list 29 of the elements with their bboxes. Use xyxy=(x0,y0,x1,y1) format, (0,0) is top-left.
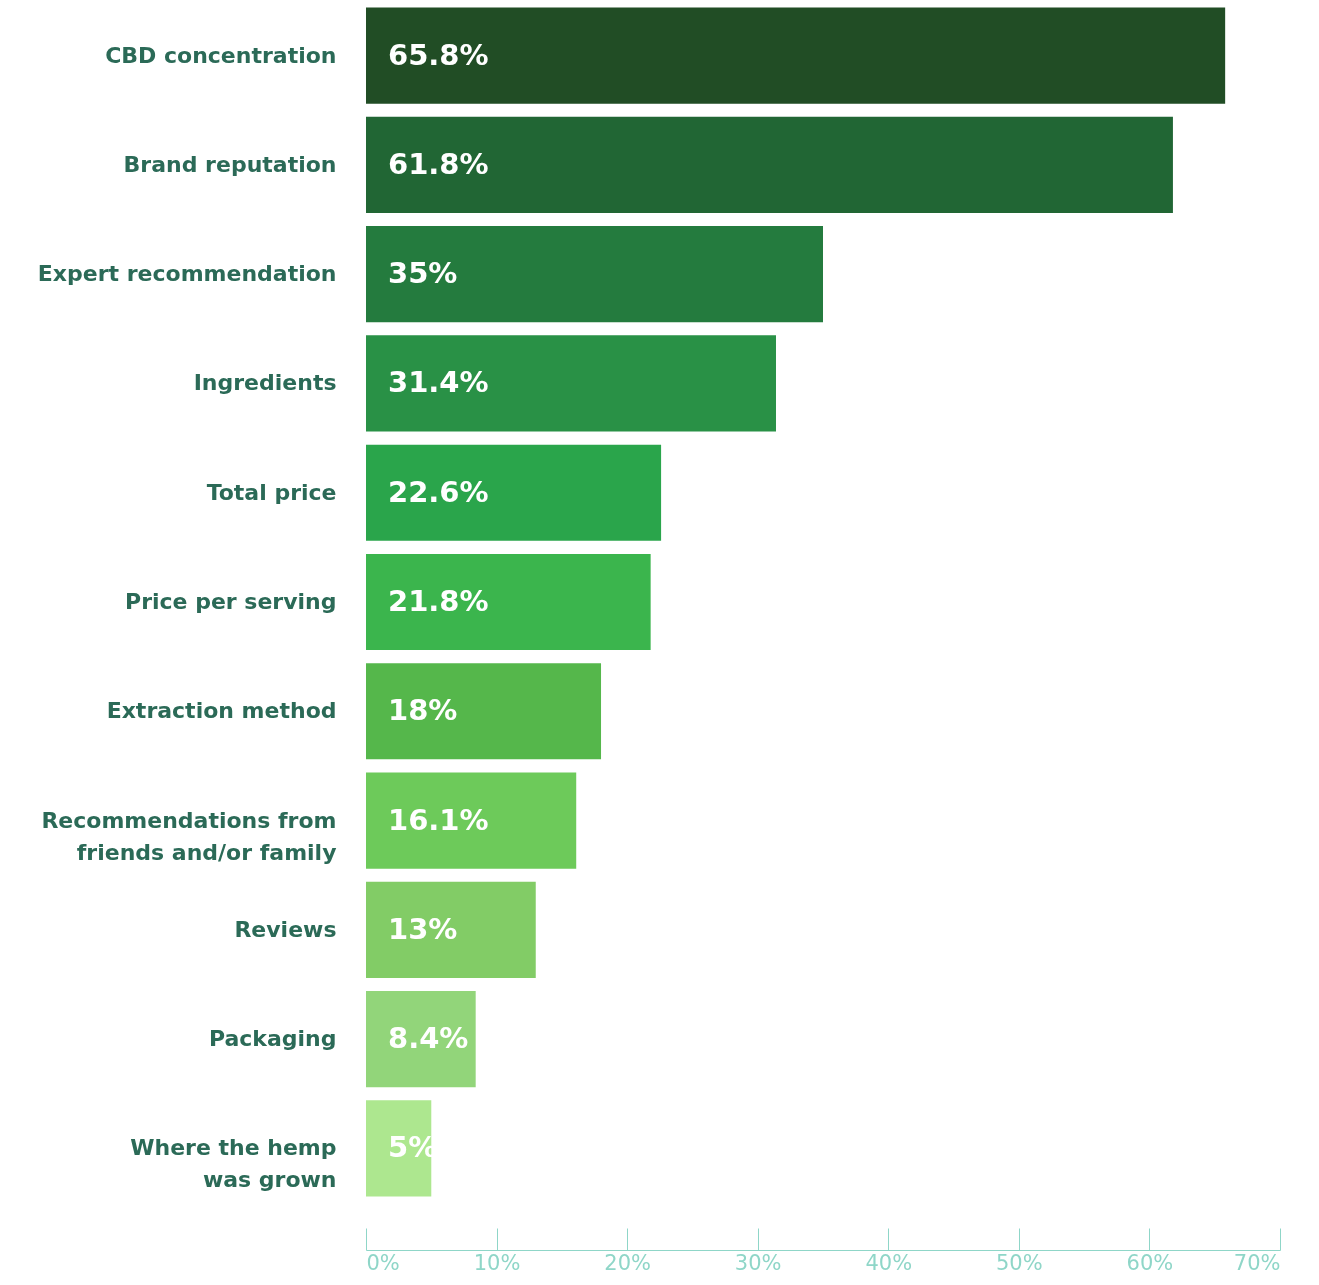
y-tick-label: Where the hemp was grown xyxy=(130,1135,337,1193)
data-label: 21.8% xyxy=(388,584,489,618)
y-tick-label: Reviews xyxy=(234,916,337,942)
x-tick-label: 50% xyxy=(996,1250,1043,1275)
y-tick-label: Packaging xyxy=(208,1026,337,1052)
y-tick-label: Brand reputation xyxy=(123,151,337,177)
x-tick-label: 70% xyxy=(1233,1250,1281,1275)
x-tick-label: 30% xyxy=(734,1250,782,1275)
y-tick-label: Total price xyxy=(206,479,337,505)
y-tick-label: Expert recommendation xyxy=(37,261,337,287)
x-tick-label: 20% xyxy=(604,1250,651,1275)
data-label: 16.1% xyxy=(388,802,489,837)
x-tick-label: 10% xyxy=(473,1250,521,1275)
y-tick-label: Extraction method xyxy=(106,698,337,724)
data-label: 22.6% xyxy=(388,474,489,509)
x-tick-label: 40% xyxy=(865,1250,913,1275)
data-label: 61.8% xyxy=(388,146,489,181)
data-label: 18% xyxy=(388,693,458,728)
y-tick-label: Recommendations from friends and/or family xyxy=(41,807,337,865)
y-tick-label: Ingredients xyxy=(193,370,337,396)
data-label: 65.8% xyxy=(388,37,489,72)
y-tick-label: CBD concentration xyxy=(105,42,337,68)
data-label: 31.4% xyxy=(388,365,489,400)
y-tick-label: Price per serving xyxy=(125,589,337,614)
x-tick-label: 60% xyxy=(1126,1250,1174,1275)
data-label: 13% xyxy=(388,911,458,946)
data-label: 8.4% xyxy=(388,1021,469,1056)
x-tick-label: 0% xyxy=(366,1250,400,1275)
data-label: 35% xyxy=(388,256,458,291)
